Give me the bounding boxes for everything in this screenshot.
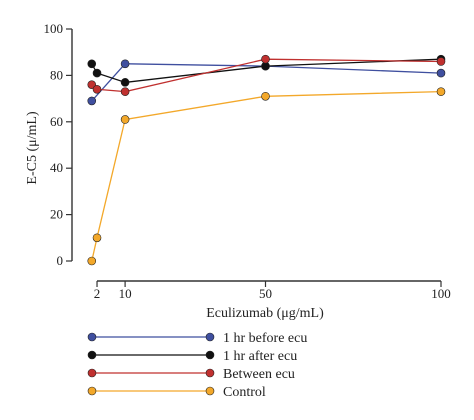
legend-marker <box>205 332 215 342</box>
legend-marker <box>205 386 215 396</box>
data-point <box>436 68 446 78</box>
legend-label: 1 hr after ecu <box>223 349 297 364</box>
y-axis-title: E-C5 (μ/mL) <box>25 111 40 185</box>
legend-marker <box>87 332 97 342</box>
data-point <box>436 57 446 66</box>
data-point <box>436 87 446 96</box>
x-tick-label: 10 <box>119 286 132 301</box>
legend-marker <box>87 368 97 378</box>
y-tick-label: 80 <box>50 67 63 82</box>
legend: 1 hr before ecu 1 hr after ecu Between ecu… <box>87 331 307 400</box>
data-point <box>87 96 97 106</box>
y-tick-label: 100 <box>44 21 64 36</box>
data-point <box>92 85 102 94</box>
y-tick-label: 60 <box>50 114 63 129</box>
legend-label: Between ecu <box>223 367 295 382</box>
y-tick-label: 0 <box>57 253 64 268</box>
x-tick-label: 100 <box>431 286 451 301</box>
legend-marker <box>205 350 215 360</box>
legend-label: 1 hr before ecu <box>223 331 307 346</box>
data-point <box>261 54 270 64</box>
legend-marker <box>205 368 215 378</box>
data-point <box>92 233 102 243</box>
series-line <box>91 90 442 262</box>
x-tick-label: 2 <box>94 286 101 301</box>
data-point <box>87 256 97 266</box>
data-point <box>120 87 130 96</box>
series-line <box>91 63 442 102</box>
y-tick-label: 40 <box>50 160 63 175</box>
data-point <box>120 59 130 69</box>
data-point <box>87 59 97 69</box>
series-layer <box>87 54 446 266</box>
axes: 0 20 40 60 80 100 2 10 50 100 <box>44 21 451 301</box>
legend-marker <box>87 350 97 360</box>
data-point <box>120 78 130 87</box>
x-axis-title: Eculizumab (μg/mL) <box>206 306 324 321</box>
data-point <box>120 115 130 124</box>
data-point <box>92 68 102 78</box>
y-tick-label: 20 <box>50 207 63 222</box>
x-tick-label: 50 <box>259 286 272 301</box>
legend-marker <box>87 386 97 396</box>
data-point <box>261 91 270 101</box>
legend-label: Control <box>223 385 266 400</box>
